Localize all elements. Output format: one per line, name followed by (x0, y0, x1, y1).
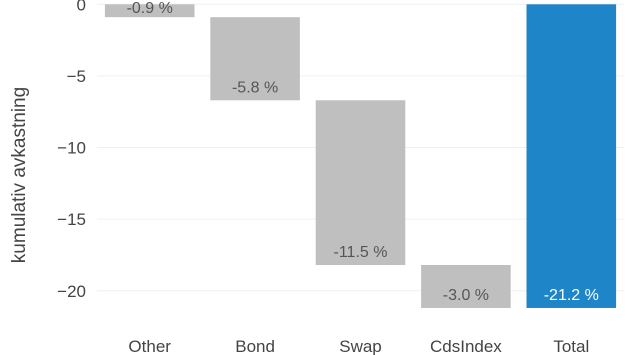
bar-other (104, 4, 195, 18)
x-tick-label: Total (553, 337, 589, 355)
y-tick-label: 0 (77, 0, 86, 14)
data-label: -21.2 % (544, 287, 599, 304)
x-tick-label: Other (128, 337, 171, 355)
y-axis-ticks: 0 −5 −10 −15 −20 (57, 0, 86, 301)
data-label: -11.5 % (334, 244, 388, 261)
x-tick-label: CdsIndex (430, 337, 502, 355)
y-axis-label: kumulativ avkastning (9, 87, 30, 263)
y-tick-label: −5 (67, 67, 86, 86)
bar-total (526, 4, 617, 308)
data-label: -3.0 % (443, 287, 489, 304)
bars: -0.9 % -5.8 % -11.5 % -3.0 % -21.2 % (104, 0, 617, 308)
y-tick-label: −10 (57, 139, 86, 158)
bar-cdsindex (421, 265, 511, 308)
x-axis-ticks: Other Bond Swap CdsIndex Total (128, 337, 589, 355)
data-label: -0.9 % (127, 0, 173, 17)
y-tick-label: −15 (57, 210, 86, 229)
x-tick-label: Bond (235, 337, 275, 355)
bar-swap (315, 100, 406, 266)
y-tick-label: −20 (57, 282, 86, 301)
x-tick-label: Swap (339, 337, 382, 355)
bar-bond (210, 17, 300, 101)
data-label: -5.8 % (232, 79, 278, 96)
